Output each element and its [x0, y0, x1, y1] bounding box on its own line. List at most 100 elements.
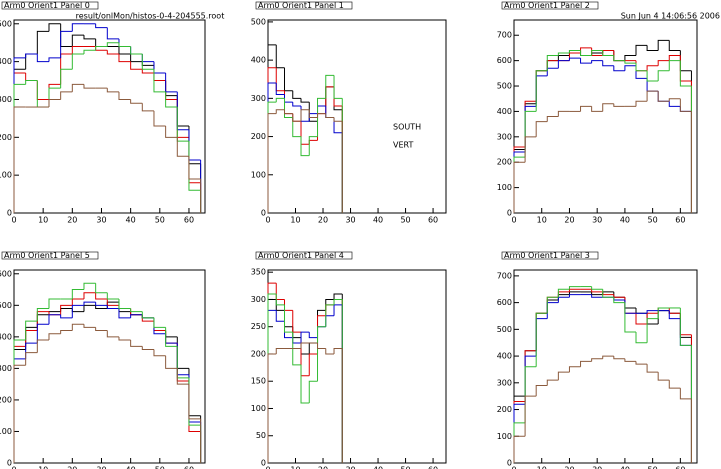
histogram-bin	[657, 372, 670, 381]
y-tick-label: 300	[0, 95, 12, 104]
histogram-bin	[165, 91, 178, 108]
histogram-bin	[646, 70, 659, 82]
histogram-bin	[308, 353, 318, 376]
histogram-bin	[325, 113, 335, 118]
histogram-bin	[624, 60, 636, 64]
histogram-bin	[95, 292, 108, 300]
histogram-bin	[657, 70, 670, 81]
histogram-bin	[568, 57, 581, 61]
histogram-bin	[613, 65, 625, 72]
histogram-bin	[535, 121, 548, 137]
panel: Arm0 Orient1 Panel 201002003004005006007…	[497, 1, 698, 225]
y-tick-label: 100	[251, 404, 266, 413]
x-tick-label: 60	[675, 216, 685, 225]
x-tick-label: 20	[67, 216, 77, 225]
date-label: Sun Jun 4 14:06:56 2006	[621, 12, 720, 21]
histogram-bin	[83, 301, 96, 306]
histogram-bin	[308, 380, 318, 404]
histogram-bin	[591, 106, 603, 112]
histogram-bin	[557, 60, 570, 69]
histogram-bin	[568, 49, 581, 54]
histogram-bin	[275, 109, 285, 114]
histogram-bin	[668, 40, 681, 51]
histogram-bin	[568, 286, 581, 290]
histogram-bin	[141, 103, 154, 112]
histogram-bin	[118, 42, 131, 47]
histogram-bin	[83, 324, 96, 328]
histogram-bin	[153, 349, 166, 357]
histogram-bin	[308, 332, 318, 339]
histogram-bin	[546, 379, 559, 386]
panel-title-box	[1, 251, 99, 260]
histogram-bin	[130, 99, 143, 104]
x-tick-label: 20	[318, 216, 328, 225]
histogram-bin	[591, 60, 603, 64]
histogram-bin	[568, 291, 581, 295]
histogram-bin	[657, 91, 670, 102]
histogram-bin	[635, 313, 648, 325]
histogram-bin	[591, 294, 603, 298]
y-tick-label: 100	[0, 171, 12, 180]
histogram-bin	[275, 83, 285, 96]
histogram-bin	[546, 296, 559, 314]
histogram-bin	[668, 98, 681, 102]
histogram-bin	[83, 49, 96, 55]
y-tick-label: 300	[497, 132, 512, 141]
histogram-bin	[613, 103, 625, 107]
histogram-bin	[333, 117, 343, 134]
histogram-bin	[513, 161, 526, 213]
panel-title-box	[255, 251, 353, 260]
histogram-bin	[188, 384, 201, 420]
histogram-bin	[333, 293, 343, 300]
histogram-bin	[635, 100, 648, 107]
x-tick-label: 0	[11, 466, 16, 469]
histogram-bin	[71, 53, 84, 70]
histogram-bin	[668, 60, 681, 71]
x-tick-label: 0	[265, 466, 270, 469]
histogram-bin	[106, 299, 119, 306]
histogram-bin	[646, 364, 659, 373]
histogram-bin	[679, 98, 692, 112]
x-tick-label: 40	[620, 216, 630, 225]
histogram-bin	[292, 102, 302, 107]
y-tick-label: 200	[251, 349, 266, 358]
histogram-bin	[300, 109, 310, 122]
histogram-bin	[60, 68, 73, 89]
x-tick-label: 30	[592, 466, 602, 469]
y-tick-label: 0	[507, 459, 512, 468]
x-tick-label: 40	[126, 466, 136, 469]
histogram-bin	[60, 330, 73, 334]
histogram-bin	[141, 69, 154, 74]
panel: Arm0 Orient1 Panel 0 0 100 200 300 400 500 0 10 2…	[0, 1, 206, 225]
histogram-bin	[292, 332, 302, 366]
y-tick-label: 300	[251, 94, 266, 103]
histogram-bin	[83, 84, 96, 89]
histogram-bin	[546, 55, 559, 71]
x-tick-label: 30	[345, 216, 355, 225]
histogram-bin	[602, 60, 614, 67]
histogram-bin	[308, 109, 318, 118]
x-tick-label: 10	[38, 466, 48, 469]
histogram-bin	[602, 289, 614, 298]
y-tick-label: 600	[497, 298, 512, 307]
y-tick-label: 700	[497, 31, 512, 40]
panel-title-box	[501, 1, 599, 10]
histogram-bin	[275, 310, 285, 322]
histogram-bin	[333, 298, 343, 305]
histogram-bin	[308, 136, 318, 156]
y-tick-label: 300	[0, 364, 12, 373]
y-tick-label: 250	[251, 322, 266, 331]
histogram-bin	[118, 308, 131, 319]
panel: Arm0 Orient1 Panel 1 0 100 200 300 400 500 0 10 2…	[251, 1, 447, 225]
y-tick-label: 200	[251, 132, 266, 141]
histogram-bin	[591, 358, 603, 362]
panel-title: Arm0 Orient1 Panel 4	[258, 251, 344, 260]
histogram-bin	[679, 388, 692, 400]
histogram-bin	[106, 88, 119, 93]
x-tick-label: 50	[400, 216, 410, 225]
panel: Arm0 Orient1 Panel 5 0 100 200 300 400 500 600 0…	[0, 251, 206, 469]
x-tick-label: 60	[184, 466, 194, 469]
y-tick-label: 0	[507, 209, 512, 218]
histogram-bin	[130, 314, 143, 318]
